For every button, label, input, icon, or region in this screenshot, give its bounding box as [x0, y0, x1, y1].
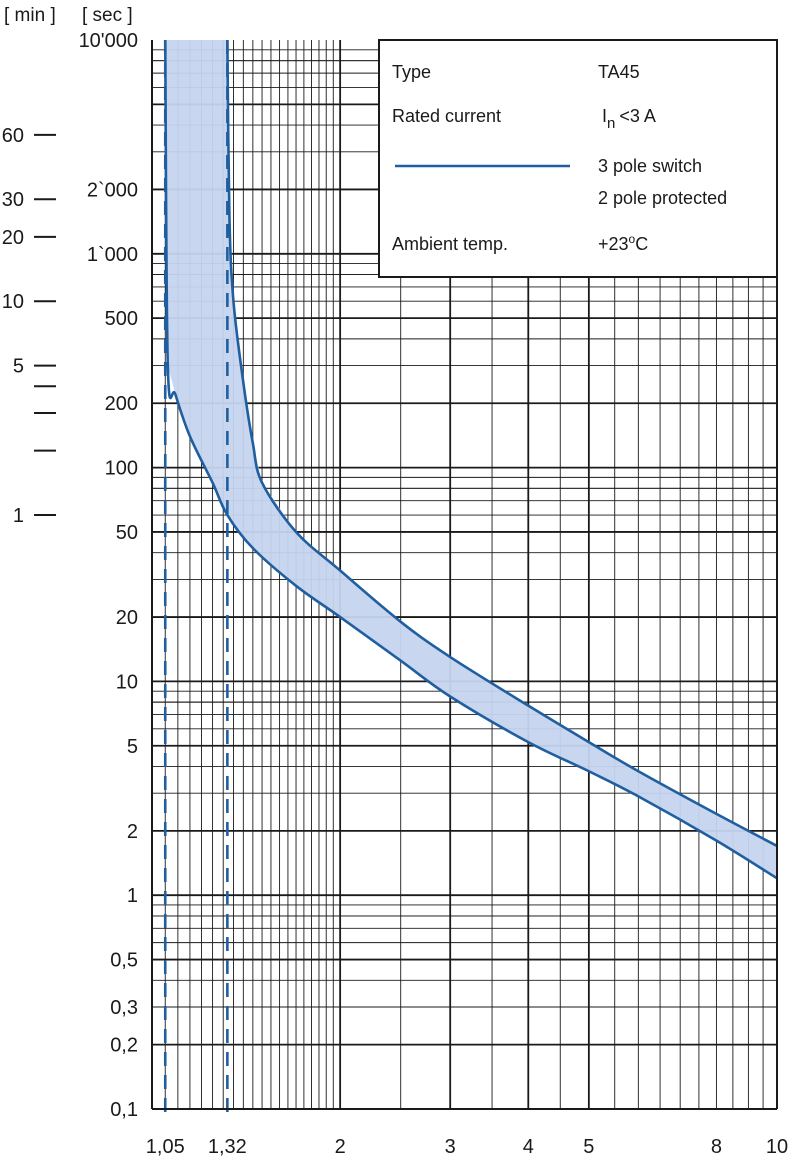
curve-lower-bound: [163, 39, 778, 880]
legend-line-label-2: 2 pole protected: [598, 188, 727, 208]
rated-subscript: n: [607, 115, 615, 132]
min-tick-label: 30: [2, 189, 24, 211]
tolerance-band: [163, 39, 778, 880]
tolerance-band-fill: [165, 40, 778, 879]
x-tick-label: 10: [766, 1136, 788, 1158]
min-tick-label: 1: [13, 505, 24, 527]
tick-labels: 1,05 1,32 2 3 4 5 8 1010'0002`0001`000500200100…: [2, 30, 788, 1158]
sec-tick-label: 100: [105, 458, 138, 480]
legend-rated-label: Rated current: [392, 106, 501, 126]
legend-type-value: TA45: [598, 62, 640, 82]
legend-rated-value: In <3 A: [602, 106, 656, 132]
sec-tick-label: 500: [105, 308, 138, 330]
sec-tick-label: 5: [127, 736, 138, 758]
sec-tick-label: 0,3: [110, 997, 138, 1019]
sec-tick-label: 0,2: [110, 1035, 138, 1057]
reference-lines: [163, 40, 229, 1119]
curve-upper-bound: [226, 39, 778, 848]
rated-rest: <3 A: [619, 106, 656, 126]
legend-background: [378, 39, 778, 278]
sec-tick-label: 10: [116, 671, 138, 693]
x-tick-label: 4: [523, 1136, 534, 1158]
sec-tick-label: 0,5: [110, 950, 138, 972]
sec-tick-label: 2`000: [87, 179, 138, 201]
x-tick-label: 2: [335, 1136, 346, 1158]
x-tick-label: 1,05: [146, 1136, 185, 1158]
min-tick-label: 5: [13, 356, 24, 378]
legend-ambient-label: Ambient temp.: [392, 234, 508, 254]
sec-tick-label: 20: [116, 607, 138, 629]
x-tick-label: 8: [711, 1136, 722, 1158]
x-tick-label: 3: [445, 1136, 456, 1158]
rated-symbol: I: [602, 106, 607, 126]
legend-line-label-1: 3 pole switch: [598, 156, 702, 176]
ambient-suffix: C: [635, 234, 648, 254]
sec-tick-label: 1`000: [87, 244, 138, 266]
ambient-degree: o: [629, 232, 636, 246]
sec-tick-label: 2: [127, 821, 138, 843]
x-tick-label: 1,32: [208, 1136, 247, 1158]
legend-box: Type TA45 Rated current In <3 A 3 pole sw…: [378, 39, 778, 278]
sec-tick-label: 200: [105, 393, 138, 415]
sec-axis-label: [ sec ]: [82, 5, 133, 26]
sec-tick-label: 0,1: [110, 1099, 138, 1121]
sec-tick-label: 10'000: [79, 30, 138, 52]
legend-type-label: Type: [392, 62, 431, 82]
sec-tick-label: 50: [116, 522, 138, 544]
min-tick-label: 10: [2, 291, 24, 313]
min-tick-label: 20: [2, 227, 24, 249]
x-tick-label: 5: [583, 1136, 594, 1158]
legend-ambient-value: +23oC: [598, 232, 648, 254]
min-axis-label: [ min ]: [4, 5, 56, 26]
sec-tick-label: 1: [127, 885, 138, 907]
min-tick-label: 60: [2, 125, 24, 147]
ambient-prefix: +23: [598, 234, 629, 254]
